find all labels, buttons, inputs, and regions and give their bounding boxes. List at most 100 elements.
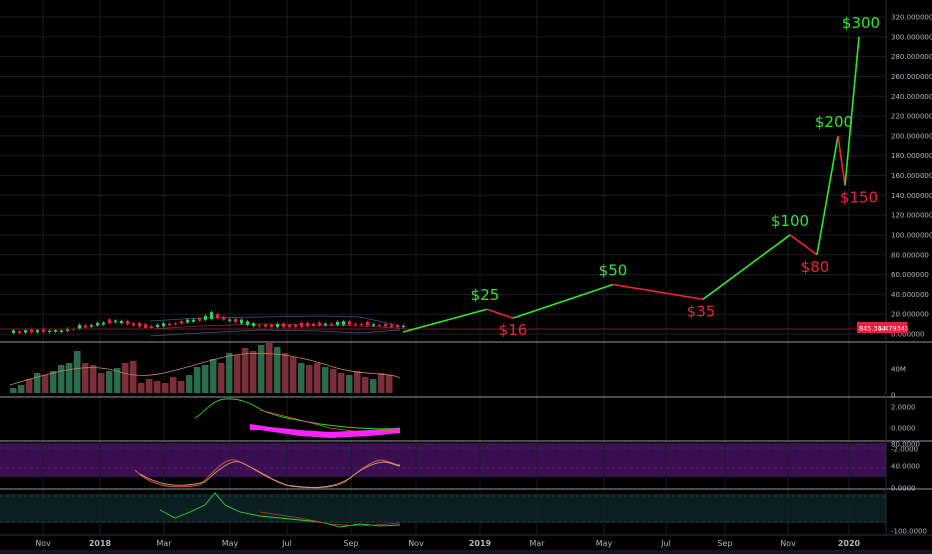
price-tick-label: 60.000000 (891, 271, 929, 279)
volume-bar (282, 353, 289, 393)
projection-label: $50 (599, 261, 628, 279)
price-tick-label: 20.000000 (891, 311, 929, 319)
candle-body (312, 323, 315, 327)
price-axis[interactable]: 320.000000 300.000000 280.000000 260.000000… (891, 14, 932, 339)
volume-bar (170, 377, 177, 393)
projection-label: $100 (771, 212, 809, 230)
projection-labels: $25 $16 $50 $35 $100 $80 $200 $150 $300 (471, 14, 880, 339)
candle-body (54, 330, 57, 332)
candle-body (192, 319, 195, 322)
candle-body (330, 323, 333, 326)
grid-lines (0, 0, 886, 535)
price-tick-label: 260.000000 (891, 73, 932, 81)
volume-bar (98, 373, 105, 393)
volume-bar (82, 363, 89, 393)
candle-body (144, 324, 147, 328)
indicator-tick-label: -100.0000 (891, 528, 927, 536)
candle-body (48, 330, 51, 332)
candle-body (186, 319, 189, 323)
price-tick-label: 220.000000 (891, 113, 932, 121)
projection-label: $300 (842, 14, 880, 32)
oscillator-2-pane (0, 492, 886, 528)
volume-bar (330, 369, 337, 393)
stochastic-pane (0, 447, 886, 489)
volume-bar (218, 363, 225, 393)
volume-bar (114, 368, 121, 393)
volume-bar (386, 375, 393, 393)
projection-segment (512, 283, 614, 319)
indicator-tick-label: 40.0000 (891, 463, 920, 471)
projection-segment (612, 283, 704, 301)
projection-path (402, 36, 860, 333)
candle-body (30, 328, 33, 333)
volume-ma (9, 353, 401, 386)
price-tick-label: 40.000000 (891, 291, 929, 299)
price-tick-label: 120.000000 (891, 212, 932, 220)
price-tick-label: 0.000000 (891, 331, 924, 339)
candle-body (60, 330, 63, 332)
volume-bar (162, 383, 169, 393)
candle-body (378, 324, 381, 327)
candle-body (42, 328, 45, 333)
time-tick-label: 2020 (838, 539, 861, 548)
projection-label: $150 (840, 188, 878, 206)
candle-body (204, 315, 207, 320)
oscillator-pane (194, 398, 401, 438)
volume-bar (314, 363, 321, 393)
price-tick-label: 80.000000 (891, 251, 929, 259)
candle-body (354, 323, 357, 325)
stoch-band (0, 443, 886, 477)
time-tick-label: 2018 (89, 539, 112, 548)
time-axis[interactable]: Nov 2018 Mar May Jul Sep Nov 2019 Mar May Jul Sep No… (35, 539, 860, 548)
candle-body (78, 324, 81, 329)
volume-bar (306, 365, 313, 393)
volume-bar (42, 375, 49, 393)
projection-segment (486, 308, 514, 319)
candle-body (270, 324, 273, 327)
volume-bar (370, 379, 377, 393)
candle-body (108, 319, 111, 324)
volume-bar (146, 379, 153, 393)
candle-body (210, 312, 213, 319)
price-tick-label: 280.000000 (891, 53, 932, 61)
candle-body (294, 324, 297, 328)
volume-bar (178, 381, 185, 393)
indicator-tick-label: 80.0000 (891, 441, 920, 449)
volume-bar (186, 375, 193, 393)
pane-separators (0, 0, 932, 536)
price-bands (149, 315, 401, 337)
indicator-tick-label: 0.0000 (891, 485, 916, 493)
candle-body (402, 325, 405, 328)
volume-bar (250, 351, 257, 393)
candle-body (318, 322, 321, 326)
candle-body (342, 321, 345, 325)
time-tick-label: 2019 (469, 539, 492, 548)
volume-bar (74, 351, 81, 393)
candle-body (306, 322, 309, 327)
candle-body (288, 325, 291, 328)
projection-label: $80 (801, 258, 830, 276)
time-tick-label: May (222, 539, 239, 548)
oscillator-line (194, 398, 401, 430)
candle-body (258, 325, 261, 327)
volume-bar (378, 373, 385, 393)
volume-bar (290, 357, 297, 393)
price-badge: 845.344 5.479341 (857, 322, 909, 333)
candle-body (360, 324, 363, 326)
time-tick-label: Nov (780, 539, 796, 548)
price-tick-label: 240.000000 (891, 93, 932, 101)
price-tick-label: 300.000000 (891, 33, 932, 41)
lower-band (149, 329, 401, 337)
projection-label: $25 (471, 286, 500, 304)
volume-bar (274, 347, 281, 393)
projection-segment (816, 135, 839, 255)
price-tick-label: 160.000000 (891, 172, 932, 180)
volume-bar (338, 373, 345, 393)
indicator-tick-label: 2.0000 (891, 404, 916, 412)
candle-body (240, 319, 243, 324)
badge-bg (857, 322, 907, 333)
candle-body (126, 320, 129, 325)
